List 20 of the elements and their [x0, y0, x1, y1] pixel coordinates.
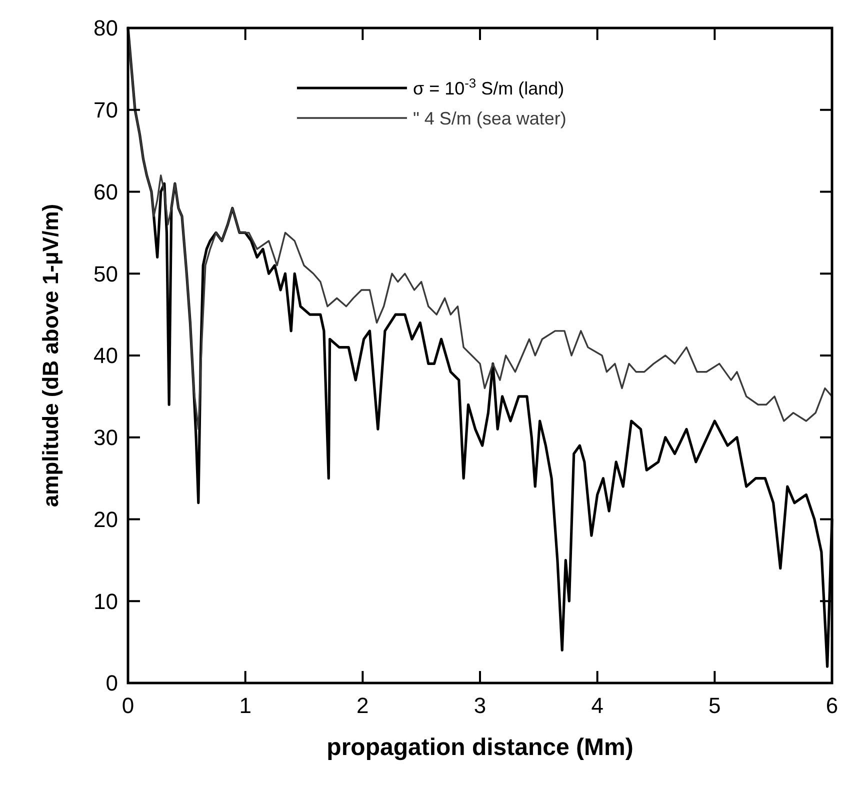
y-tick-label: 0: [106, 670, 118, 696]
x-tick-label: 1: [239, 693, 252, 718]
text: σ = 10$^{-3}$ S/m (land): [412, 74, 564, 98]
y-tick-label: 70: [94, 98, 118, 123]
x-axis-title: propagation distance (Mm): [326, 734, 634, 761]
y-tick-label: 80: [94, 16, 118, 41]
y-tick-label: 60: [94, 179, 118, 204]
y-tick-label: 20: [94, 506, 118, 532]
y-tick-label: 50: [94, 261, 118, 286]
y-tick-label: 10: [94, 588, 118, 614]
x-tick-label: 4: [591, 693, 604, 718]
x-tick-label: 3: [474, 693, 486, 718]
x-tick-label: 6: [826, 693, 838, 718]
x-tick-label: 2: [356, 693, 369, 718]
x-tick-label: 0: [122, 693, 134, 718]
x-tick-label: 5: [708, 693, 721, 718]
y-axis-title: amplitude (dB above 1-μV/m): [38, 204, 63, 508]
y-tick-label: 40: [94, 343, 118, 368]
text: " 4 S/m (sea water): [412, 108, 566, 128]
y-tick-label: 30: [94, 425, 118, 450]
